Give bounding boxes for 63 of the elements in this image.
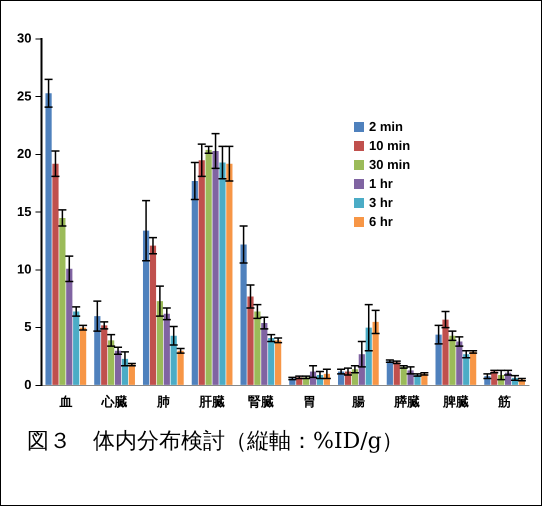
caption: 図３ 体内分布検討（縦軸：%ID/g） (27, 428, 404, 456)
bar (219, 162, 226, 385)
x-tick-label: 膵臓 (393, 394, 420, 409)
bar (240, 244, 247, 385)
bar (101, 325, 108, 385)
bar (206, 150, 212, 385)
bar (470, 352, 476, 385)
bar (463, 354, 470, 385)
bar (170, 336, 177, 385)
bar (442, 320, 449, 385)
bar (456, 342, 462, 385)
y-tick-label: 5 (24, 319, 32, 334)
bar (226, 164, 232, 385)
bar (52, 164, 59, 385)
bar (156, 301, 163, 385)
bar (449, 336, 456, 385)
bar (386, 361, 393, 385)
bar (114, 350, 122, 385)
legend-label: 2 min (369, 119, 403, 134)
y-tick-label: 0 (24, 376, 32, 392)
x-tick-label: 血 (58, 394, 72, 409)
x-tick-label: 肝臓 (198, 394, 226, 409)
bar (59, 218, 66, 385)
bar (247, 296, 254, 385)
bar (178, 350, 184, 385)
bar (372, 322, 379, 385)
bar (45, 93, 52, 385)
bar (254, 312, 261, 385)
y-tick-label: 10 (16, 262, 32, 277)
x-tick-label: 筋 (497, 394, 512, 409)
y-tick-label: 30 (16, 30, 32, 46)
bar (66, 268, 72, 385)
x-tick-label: 腎臓 (248, 394, 274, 409)
x-tick-label: 心臓 (100, 394, 128, 409)
bar (73, 312, 80, 385)
x-tick-label: 脾臓 (442, 394, 469, 409)
bar (164, 314, 170, 385)
y-tick-label: 15 (16, 204, 32, 219)
bar (94, 316, 100, 385)
y-tick-label: 20 (16, 146, 32, 162)
bar (268, 338, 274, 385)
bar (261, 323, 268, 385)
bar (394, 362, 400, 385)
bar (275, 340, 282, 385)
bar (400, 366, 407, 385)
bar (192, 181, 198, 385)
x-tick-label: 腸 (350, 394, 365, 409)
bar (80, 328, 86, 385)
legend-label: 1 hr (369, 176, 393, 191)
bar (150, 246, 156, 385)
legend-label: 30 min (369, 157, 410, 172)
legend-label: 10 min (369, 138, 410, 153)
bar (212, 151, 219, 385)
bar (435, 334, 442, 385)
y-tick-label: 25 (16, 88, 32, 104)
bar (108, 340, 114, 385)
legend-label: 6 hr (369, 214, 393, 229)
bar (128, 364, 135, 385)
x-tick-label: 胃 (303, 394, 316, 409)
bar (142, 230, 150, 385)
bar (198, 160, 205, 385)
legend-label: 3 hr (369, 195, 393, 210)
x-tick-label: 肺 (156, 394, 170, 409)
